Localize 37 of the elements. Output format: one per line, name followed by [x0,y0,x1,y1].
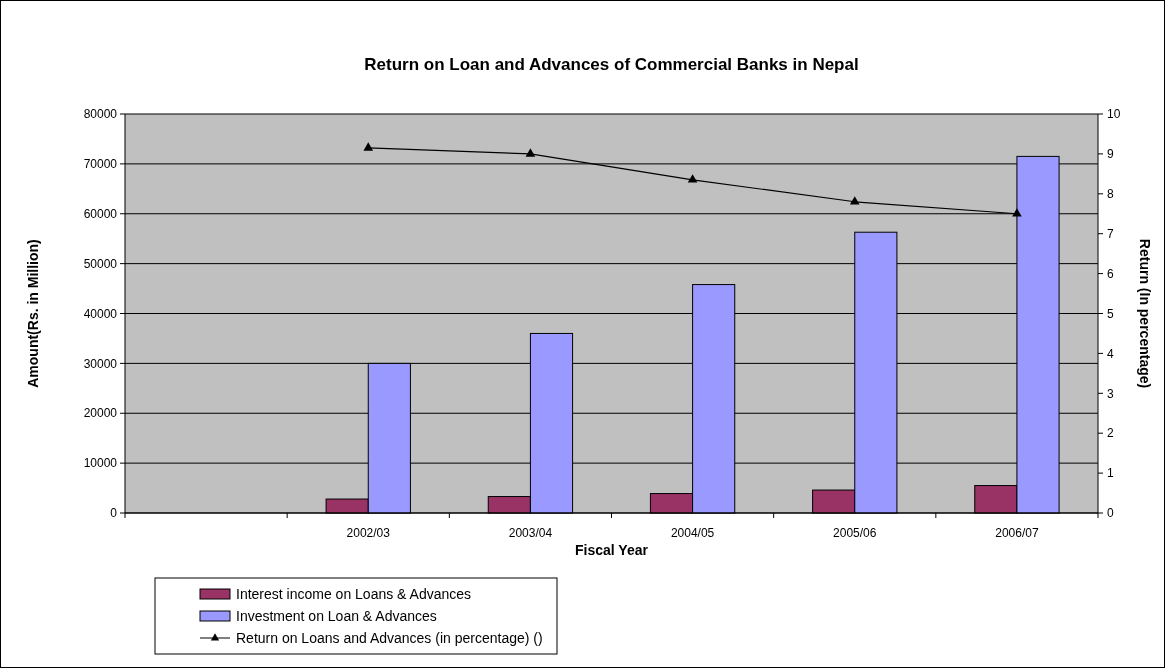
point [525,148,536,157]
y2-tick-label: 6 [1107,266,1114,281]
legend-label: Interest income on Loans & Advances [236,585,472,602]
y2-tick-label: 0 [1107,506,1114,521]
y-tick-label: 80000 [83,107,118,122]
y2-tick-label: 1 [1107,466,1114,481]
point [363,142,374,151]
x-tick-label: 2006/07 [995,526,1039,540]
y2-tick-label: 3 [1107,386,1114,401]
legend-label: Investment on Loan & Advances [236,607,437,624]
y-axis-title: Amount(Rs. in Million) [25,239,41,388]
y-tick-label: 50000 [83,256,118,271]
x-tick-label: 2004/05 [670,526,715,540]
y2-tick-label: 4 [1107,346,1114,361]
chart-title: Return on Loan and Advances of Commercial Banks in Nepal [364,55,859,74]
point [1012,208,1022,217]
y2-tick-label: 2 [1107,426,1114,441]
y-tick-label: 0 [110,506,118,521]
y2-tick-label: 5 [1107,306,1114,321]
y2-tick-label: 7 [1107,226,1114,241]
y2-tick-label: 8 [1107,187,1114,201]
y2-tick-label: 10 [1107,107,1121,122]
x-tick-label: 2002/03 [346,526,391,540]
y-tick-label: 40000 [83,306,118,321]
y-tick-label: 60000 [83,206,118,221]
y2-axis-title: Return (In percentage) [1137,238,1153,389]
point [849,196,860,205]
y-tick-label: 20000 [83,406,118,421]
y-tick-label: 10000 [83,456,118,471]
point [687,174,698,183]
y-tick-label: 30000 [83,356,118,371]
x-axis-title: Fiscal Year [575,542,649,558]
x-tick-label: 2003/04 [508,526,553,540]
y2-tick-label: 9 [1107,147,1114,162]
legend-label: Return on Loans and Advances (in percentage) () [236,629,543,646]
y-tick-label: 70000 [83,157,118,172]
x-tick-label: 2005/06 [833,526,877,540]
